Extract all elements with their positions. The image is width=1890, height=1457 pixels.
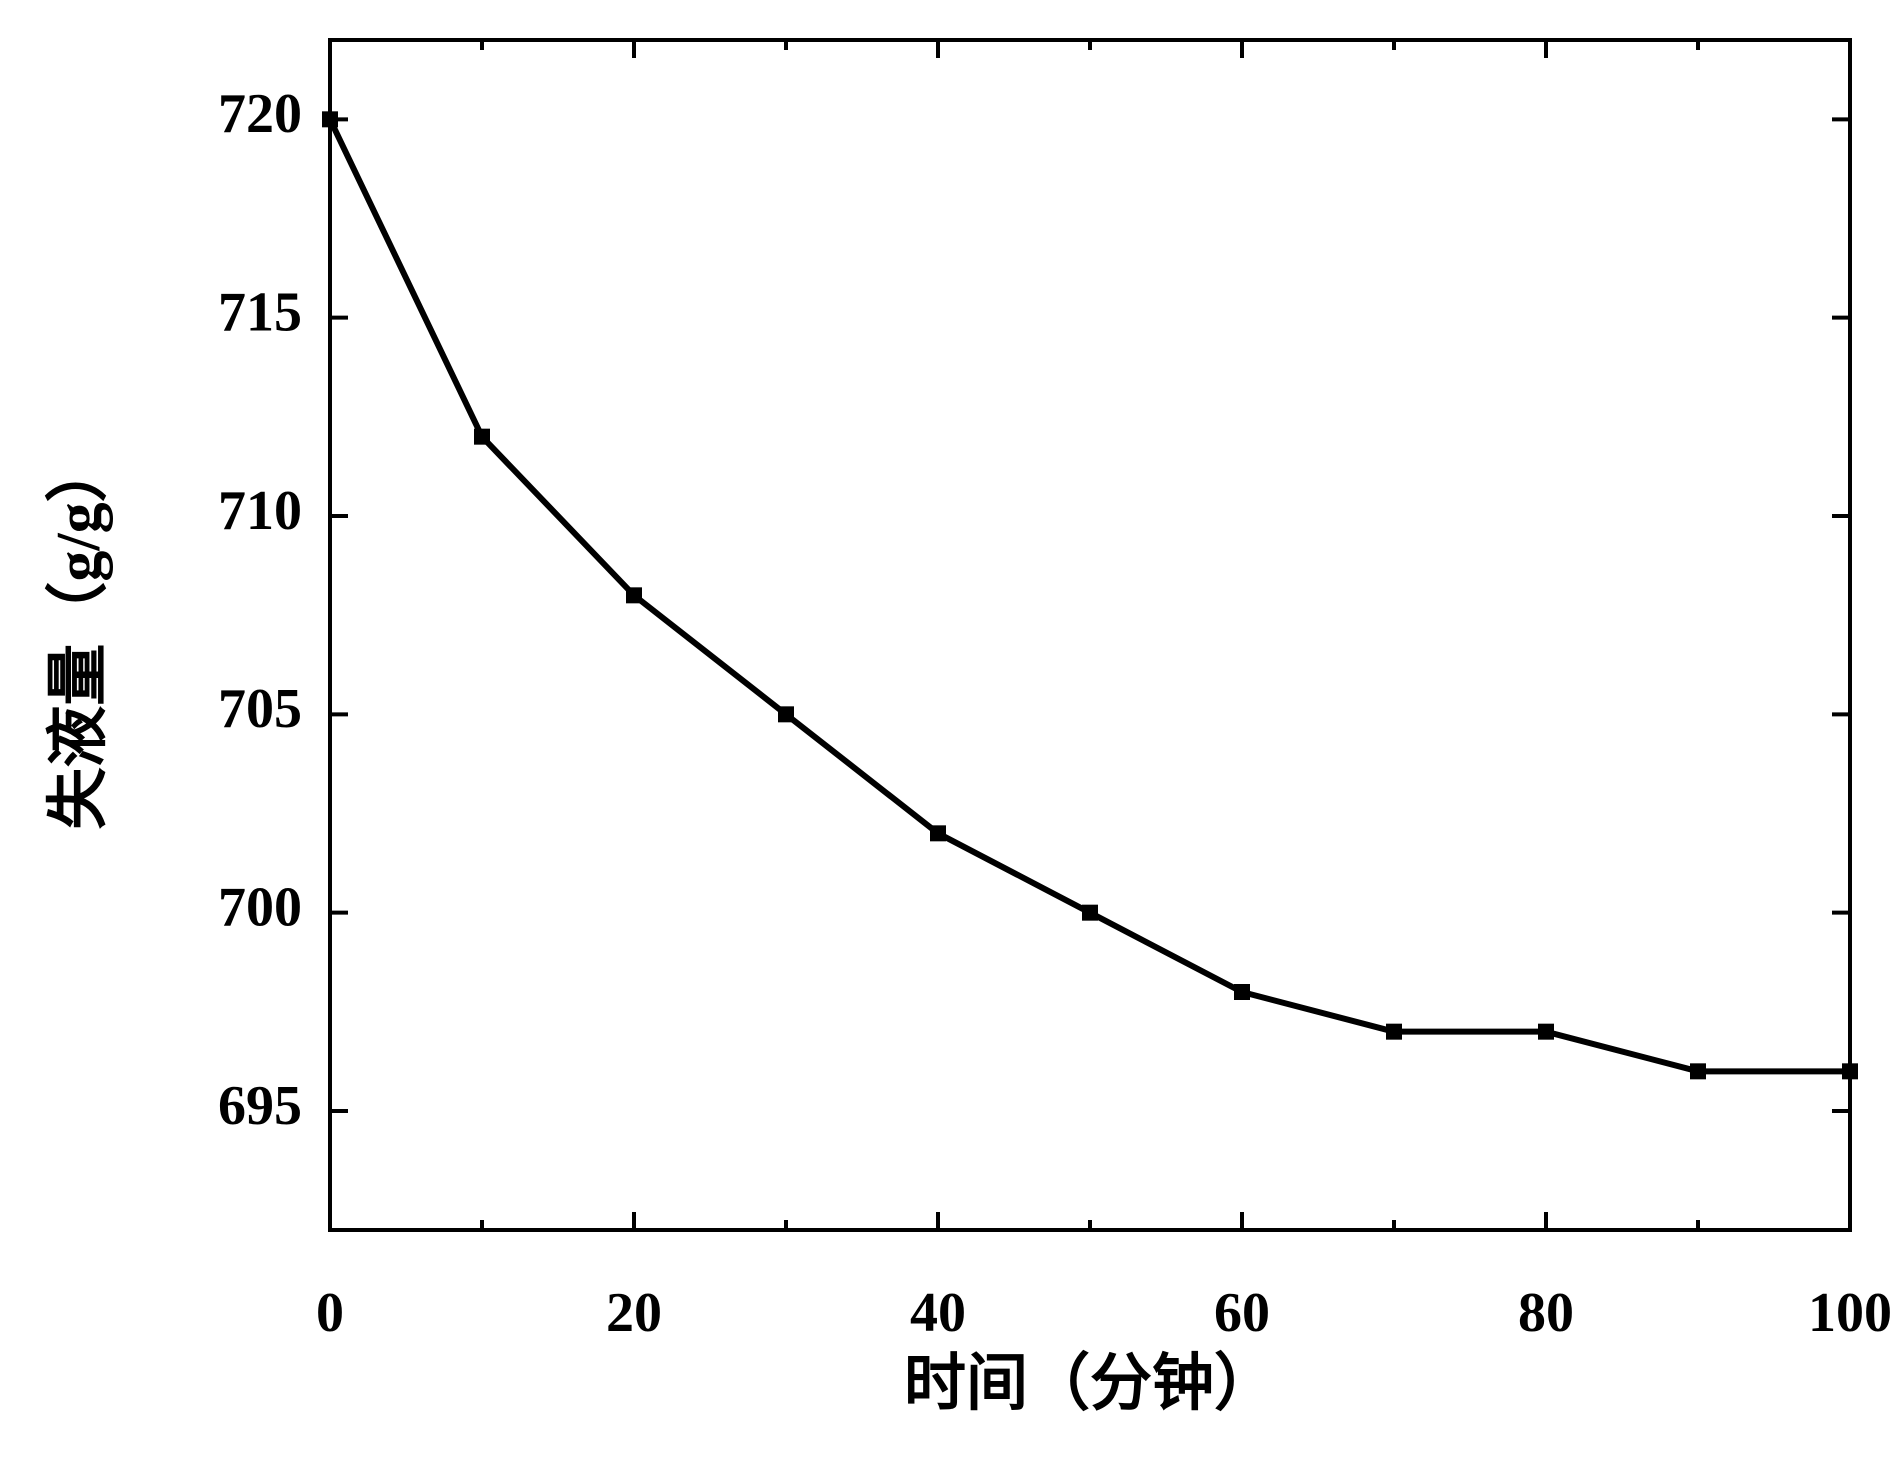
series-marker bbox=[626, 587, 642, 603]
x-tick-label: 0 bbox=[316, 1282, 344, 1344]
y-tick-label: 720 bbox=[218, 83, 302, 145]
y-tick-label: 715 bbox=[218, 282, 302, 344]
x-tick-label: 80 bbox=[1518, 1282, 1574, 1344]
series-marker bbox=[1690, 1063, 1706, 1079]
series-marker bbox=[474, 429, 490, 445]
series-marker bbox=[1234, 984, 1250, 1000]
series-marker bbox=[322, 111, 338, 127]
series-marker bbox=[1082, 905, 1098, 921]
x-tick-label: 100 bbox=[1808, 1282, 1890, 1344]
x-axis-label: 时间（分钟） bbox=[904, 1348, 1276, 1418]
series-marker bbox=[778, 706, 794, 722]
y-tick-label: 695 bbox=[218, 1075, 302, 1137]
x-tick-label: 60 bbox=[1214, 1282, 1270, 1344]
y-tick-label: 705 bbox=[218, 678, 302, 740]
x-tick-label: 20 bbox=[606, 1282, 662, 1344]
y-axis-label: 失液量（g/g） bbox=[43, 440, 113, 829]
series-marker bbox=[930, 825, 946, 841]
chart-container: 0 20 40 60 80 100 695 700 705 710 715 720 时间（分钟） 失液量（… bbox=[0, 0, 1890, 1457]
y-tick-label: 710 bbox=[218, 480, 302, 542]
y-tick-label: 700 bbox=[218, 877, 302, 939]
x-tick-label: 40 bbox=[910, 1282, 966, 1344]
series-marker bbox=[1538, 1024, 1554, 1040]
series-marker bbox=[1386, 1024, 1402, 1040]
chart-svg: 0 20 40 60 80 100 695 700 705 710 715 720 时间（分钟） 失液量（… bbox=[0, 0, 1890, 1457]
series-marker bbox=[1842, 1063, 1858, 1079]
